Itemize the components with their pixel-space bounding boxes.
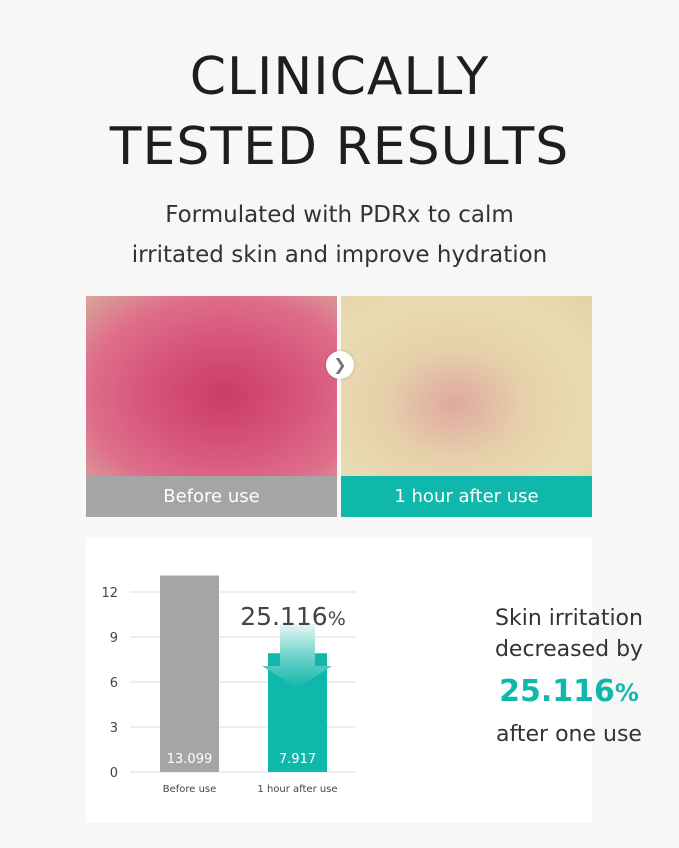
- bar-value-label: 7.917: [279, 752, 316, 767]
- after-photo: [341, 296, 592, 476]
- summary-line-2: decreased by: [494, 637, 644, 662]
- y-tick-label: 9: [110, 631, 118, 646]
- chart-annotation: 25.116%: [240, 602, 346, 631]
- before-caption: Before use: [86, 476, 337, 517]
- x-tick-label: Before use: [163, 784, 217, 795]
- summary-unit: %: [614, 679, 639, 707]
- subtitle-line-1: Formulated with PDRx to calm: [165, 202, 514, 228]
- results-card: 0 3 6 9 12 13.099 Before use 7.917 1 hour after …: [86, 538, 643, 823]
- summary-value: 25.116%: [474, 672, 664, 713]
- y-tick-label: 3: [110, 721, 118, 736]
- y-tick-label: 0: [110, 766, 118, 781]
- summary-line-3: after one use: [496, 722, 642, 747]
- x-tick-label: 1 hour after use: [257, 784, 337, 795]
- y-tick-label: 12: [101, 586, 118, 601]
- chevron-right-icon[interactable]: ❯: [326, 351, 354, 379]
- bar-chart: 0 3 6 9 12 13.099 Before use 7.917 1 hour after …: [101, 575, 356, 795]
- bar: [160, 575, 219, 772]
- summary-line-1: Skin irritation: [495, 606, 643, 631]
- title-line-1: CLINICALLY: [189, 47, 490, 107]
- after-caption: 1 hour after use: [341, 476, 592, 517]
- title-line-2: TESTED RESULTS: [109, 117, 570, 177]
- subtitle-line-2: irritated skin and improve hydration: [131, 242, 548, 268]
- before-photo: [86, 296, 337, 476]
- y-tick-label: 6: [110, 676, 118, 691]
- bar-value-label: 13.099: [167, 752, 213, 767]
- down-arrow-icon: [262, 624, 332, 688]
- summary-number: 25.116: [499, 674, 615, 709]
